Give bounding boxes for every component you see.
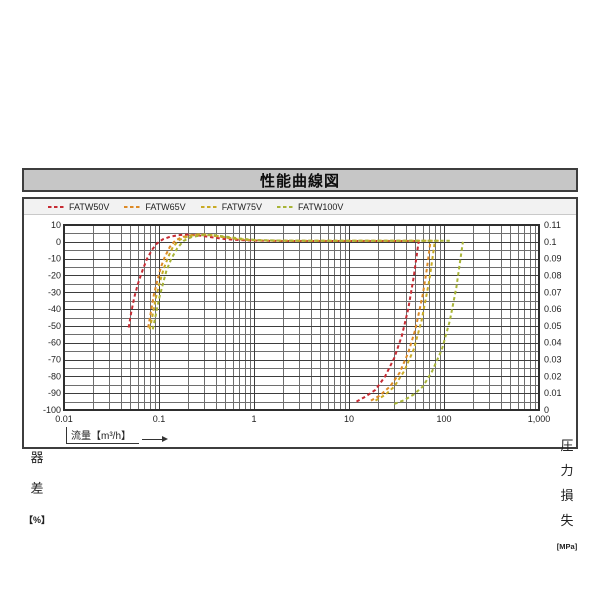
tick-label: 0.05 [544, 321, 562, 331]
tick-label: 0.01 [55, 414, 73, 424]
axis-label-char: 損 [560, 488, 574, 503]
tick-label: 0 [56, 237, 61, 247]
tick-label: 0 [544, 405, 549, 415]
left-axis-label-error: 器差【%】 [24, 450, 51, 527]
tick-label: -40 [48, 304, 61, 314]
tick-label: 0.06 [544, 304, 562, 314]
tick-label: 10 [51, 220, 61, 230]
curve-FATW75V-error [148, 233, 439, 330]
tick-label: 0.11 [544, 220, 561, 230]
tick-label: -70 [48, 355, 61, 365]
tick-label: -90 [48, 388, 61, 398]
axis-label-char: 差 [30, 481, 44, 496]
tick-label: 0.07 [544, 287, 562, 297]
tick-label: 0.04 [544, 338, 562, 348]
arrow-right-icon [142, 436, 168, 442]
tick-label: -10 [48, 254, 61, 264]
grid-minor [64, 225, 539, 410]
legend-label: FATW50V [69, 201, 110, 212]
legend-dash-swatch-icon [48, 205, 65, 208]
curve-FATW75V-pressure-loss [374, 241, 436, 402]
legend-dash-swatch-icon [124, 205, 142, 208]
chart-panel: FATW50V FATW65V FATW75V FATW100V 10 0 -10 -20-… [22, 197, 578, 551]
tick-label: 0.09 [544, 254, 562, 264]
plot-border [63, 224, 540, 411]
axis-label-char: 圧 [560, 438, 574, 453]
legend-dash-swatch-icon [277, 205, 295, 208]
legend-item-fatw75v: FATW75V [200, 201, 263, 212]
curve-FATW65V-pressure-loss [370, 241, 432, 402]
right-axis-label-pressure-loss: 圧力損失 [MPa] [556, 438, 578, 554]
tick-label: 0.1 [544, 237, 557, 247]
axis-label-char: 力 [560, 463, 574, 478]
title-bar: 性能曲線図 [22, 168, 578, 192]
grid-major [64, 225, 539, 410]
curve-FATW65V-error [147, 233, 433, 328]
tick-label: -30 [48, 287, 61, 297]
tick-label: -20 [48, 270, 61, 280]
legend-item-fatw100v: FATW100V [277, 202, 343, 212]
performance-curve-chart: 100-10-20-30-40-50-60-70-80-90-1000.110.… [43, 220, 562, 424]
tick-label: 0.08 [544, 270, 562, 280]
tick-label: 0.01 [544, 388, 562, 398]
left-axis-unit: 【%】 [24, 515, 51, 525]
legend-item-fatw50v: FATW50V [48, 202, 109, 212]
chart-legend: FATW50V FATW65V FATW75V FATW100V [24, 199, 576, 215]
axis-label-char: 器 [30, 450, 44, 465]
tick-label: 0.02 [544, 371, 562, 381]
axis-label-char: 失 [560, 513, 574, 528]
tick-label: 0.03 [544, 355, 562, 365]
curve-FATW50V-pressure-loss [356, 241, 420, 403]
tick-label: 1,000 [528, 414, 551, 424]
curve-FATW100V-error [151, 234, 450, 330]
tick-label: 10 [344, 414, 354, 424]
tick-label: 1 [251, 414, 256, 424]
axis-tick-labels: 100-10-20-30-40-50-60-70-80-90-1000.110.… [43, 220, 562, 424]
x-axis-label: 流量【m³/h】 [66, 427, 168, 444]
right-axis-unit: [MPa] [556, 542, 578, 551]
legend-label: FATW75V [221, 201, 263, 212]
tick-label: 0.1 [153, 414, 166, 424]
x-axis-label-text: 流量【m³/h】 [66, 427, 139, 444]
legend-label: FATW65V [145, 201, 186, 212]
curve-FATW100V-pressure-loss [393, 241, 464, 405]
tick-label: -50 [48, 321, 61, 331]
legend-item-fatw65v: FATW65V [124, 201, 186, 212]
tick-label: -80 [48, 371, 61, 381]
legend-label: FATW100V [298, 201, 344, 212]
tick-label: -100 [43, 405, 61, 415]
tick-label: 100 [436, 414, 451, 424]
tick-label: -60 [48, 338, 61, 348]
page-title: 性能曲線図 [259, 172, 340, 190]
legend-dash-swatch-icon [200, 205, 218, 208]
